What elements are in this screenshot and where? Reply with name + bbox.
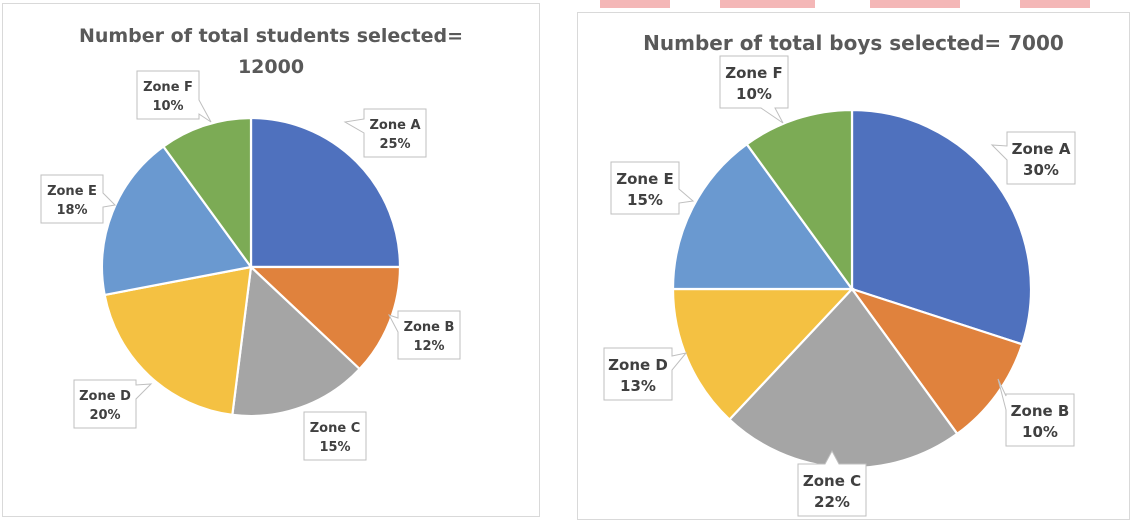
data-label-name: Zone F bbox=[143, 80, 193, 95]
data-label-box bbox=[136, 70, 212, 123]
data-label-box bbox=[387, 310, 461, 360]
pie-slices bbox=[671, 108, 1033, 470]
data-label-value: 15% bbox=[319, 440, 350, 455]
data-label-name: Zone C bbox=[310, 421, 361, 436]
data-label-zone-f: Zone F 10% bbox=[136, 70, 212, 123]
data-label-zone-b: Zone B 10% bbox=[997, 378, 1075, 447]
data-label-box bbox=[73, 379, 153, 429]
data-label-value: 30% bbox=[1023, 161, 1059, 179]
data-label-value: 20% bbox=[89, 408, 120, 423]
top-decorative-strip bbox=[580, 0, 1132, 10]
data-label-box bbox=[797, 449, 867, 517]
data-label-name: Zone B bbox=[1011, 402, 1070, 420]
data-label-name: Zone D bbox=[608, 356, 668, 374]
pie-slices bbox=[100, 116, 402, 418]
data-label-name: Zone E bbox=[616, 170, 674, 188]
slice-zone-f bbox=[745, 108, 854, 293]
data-label-box bbox=[719, 55, 789, 124]
data-label-box bbox=[343, 108, 427, 158]
data-label-zone-e: Zone E 15% bbox=[610, 161, 695, 215]
chart-title: Number of total students selected= 12000 bbox=[3, 21, 539, 83]
chart-panel-total-boys: Number of total boys selected= 7000 Zone… bbox=[577, 12, 1130, 520]
slice-zone-b bbox=[849, 286, 1024, 436]
slice-zone-c bbox=[231, 264, 362, 418]
data-label-zone-d: Zone D 20% bbox=[73, 379, 153, 429]
chart-title-line-1: Number of total boys selected= 7000 bbox=[643, 31, 1064, 55]
data-label-value: 25% bbox=[379, 137, 410, 152]
data-label-zone-c: Zone C 22% bbox=[797, 449, 867, 517]
data-label-name: Zone E bbox=[47, 184, 97, 199]
data-label-value: 12% bbox=[413, 339, 444, 354]
data-label-name: Zone D bbox=[79, 389, 131, 404]
slice-zone-e bbox=[100, 144, 253, 297]
data-label-zone-a: Zone A 25% bbox=[343, 108, 427, 158]
data-label-value: 15% bbox=[627, 191, 663, 209]
pie-chart-total-students: Zone A25%Zone B12%Zone C15%Zone D20%Zone… bbox=[40, 70, 461, 461]
data-label-zone-b: Zone B 12% bbox=[387, 310, 461, 360]
chart-title-line-1: Number of total students selected= bbox=[78, 25, 464, 47]
slice-zone-a bbox=[850, 108, 1033, 346]
data-label-value: 10% bbox=[736, 85, 772, 103]
data-label-zone-d: Zone D 13% bbox=[603, 347, 688, 401]
data-label-box bbox=[603, 347, 688, 401]
data-label-value: 22% bbox=[814, 493, 850, 511]
slice-zone-b bbox=[248, 265, 402, 371]
data-label-value: 18% bbox=[56, 203, 87, 218]
data-label-value: 10% bbox=[152, 99, 183, 114]
data-label-name: Zone A bbox=[369, 118, 420, 133]
data-label-value: 13% bbox=[620, 377, 656, 395]
pie-labels: Zone A25%Zone B12%Zone C15%Zone D20%Zone… bbox=[40, 70, 461, 461]
pie-chart-total-boys: Zone A30%Zone B10%Zone C22%Zone D13%Zone… bbox=[603, 55, 1076, 517]
chart-title-line-2: 12000 bbox=[237, 56, 305, 78]
data-label-box bbox=[990, 131, 1076, 185]
slice-zone-a bbox=[249, 116, 402, 269]
data-label-name: Zone B bbox=[404, 320, 455, 335]
chart-title: Number of total boys selected= 7000 bbox=[578, 28, 1129, 58]
data-label-zone-e: Zone E 18% bbox=[40, 174, 117, 224]
slice-zone-d bbox=[671, 287, 855, 422]
data-label-value: 10% bbox=[1022, 423, 1058, 441]
slice-zone-d bbox=[103, 265, 253, 417]
data-label-box bbox=[610, 161, 695, 215]
data-label-name: Zone C bbox=[803, 472, 861, 490]
slice-zone-e bbox=[671, 142, 855, 291]
data-label-zone-f: Zone F 10% bbox=[719, 55, 789, 124]
data-label-zone-c: Zone C 15% bbox=[303, 411, 367, 461]
slice-zone-f bbox=[161, 116, 253, 271]
data-label-box bbox=[303, 411, 367, 461]
data-label-name: Zone F bbox=[725, 64, 783, 82]
chart-panel-total-students: Number of total students selected= 12000… bbox=[2, 3, 540, 517]
data-label-name: Zone A bbox=[1012, 140, 1071, 158]
pie-labels: Zone A30%Zone B10%Zone C22%Zone D13%Zone… bbox=[603, 55, 1076, 517]
data-label-box bbox=[997, 378, 1075, 447]
data-label-zone-a: Zone A 30% bbox=[990, 131, 1076, 185]
data-label-box bbox=[40, 174, 117, 224]
